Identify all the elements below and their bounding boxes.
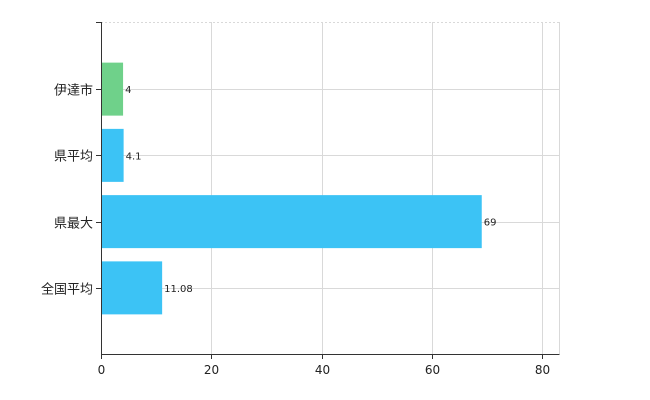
category-label-2: 県最大 <box>54 217 93 232</box>
x-tick-label: 0 <box>98 363 106 377</box>
bars <box>102 62 482 315</box>
bar-3 <box>102 261 163 315</box>
category-label-1: 県平均 <box>54 150 93 165</box>
bar-1 <box>102 128 124 182</box>
data-label-3: 11.08 <box>164 284 193 295</box>
bar-0 <box>102 62 124 116</box>
x-tick-label: 60 <box>425 363 440 377</box>
bar-2 <box>102 195 482 249</box>
data-label-2: 69 <box>484 218 497 229</box>
axes <box>96 22 560 359</box>
data-label-1: 4.1 <box>126 151 142 162</box>
data-label-0: 4 <box>125 85 131 96</box>
x-tick-label: 80 <box>535 363 550 377</box>
category-label-3: 全国平均 <box>41 282 93 298</box>
x-tick-label: 40 <box>315 363 330 377</box>
category-label-0: 伊達市 <box>54 83 93 99</box>
x-tick-label: 20 <box>204 363 219 377</box>
